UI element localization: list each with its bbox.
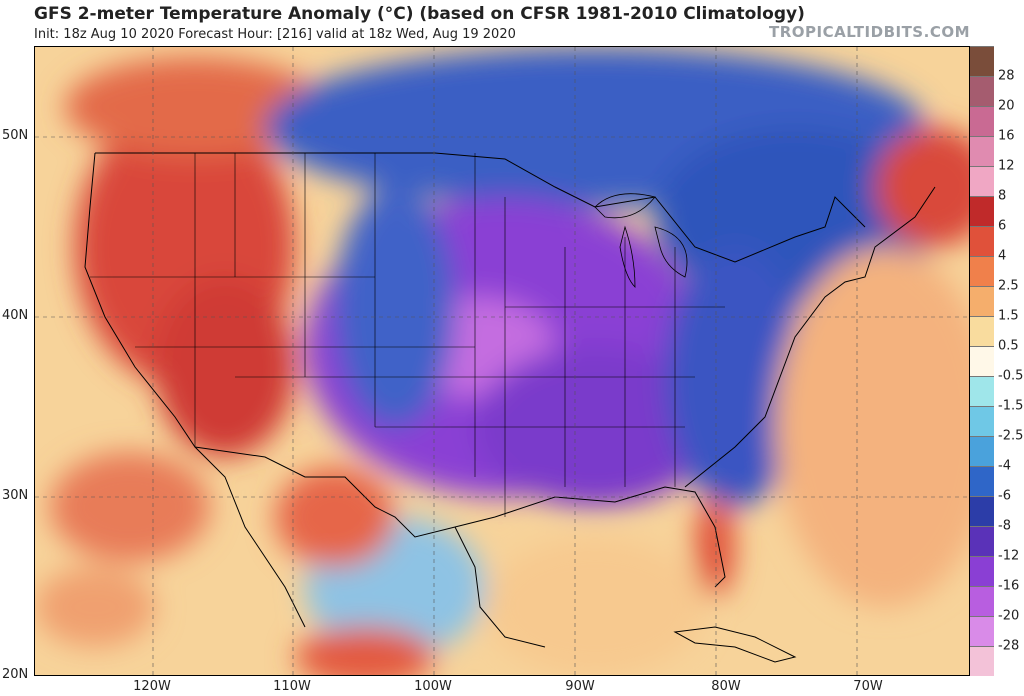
colorbar-label: -6 — [998, 488, 1011, 504]
colorbar-label: -4 — [998, 458, 1011, 474]
colorbar-label: 6 — [998, 218, 1007, 234]
anomaly-field — [35, 47, 969, 675]
colorbar-swatch — [970, 226, 994, 256]
colorbar-label: 2.5 — [998, 278, 1019, 294]
colorbar-label: 20 — [998, 98, 1015, 114]
colorbar-swatch — [970, 616, 994, 646]
colorbar-swatch — [970, 376, 994, 406]
lon-label-90w: 90W — [565, 679, 595, 694]
map-title: GFS 2-meter Temperature Anomaly (°C) (ba… — [34, 4, 805, 24]
west-coastline — [84, 152, 306, 628]
great-lakes — [594, 193, 688, 288]
colorbar-label: -28 — [998, 638, 1020, 654]
colorbar-swatch — [970, 256, 994, 286]
colorbar-label: -20 — [998, 608, 1020, 624]
us-canada-border — [95, 152, 866, 263]
colorbar-swatch — [970, 316, 994, 346]
lat-label-20n: 20N — [2, 667, 29, 682]
site-brand: TROPICALTIDBITS.COM — [769, 23, 970, 41]
us-mexico-border — [194, 446, 496, 538]
colorbar-swatch — [970, 496, 994, 526]
lon-label-100w: 100W — [414, 679, 452, 694]
colorbar-label: 4 — [998, 248, 1007, 264]
colorbar-swatch — [970, 556, 994, 586]
lon-label-70w: 70W — [853, 679, 883, 694]
colorbar-label: 1.5 — [998, 308, 1019, 324]
cuba-outline — [673, 626, 797, 663]
lat-label-30n: 30N — [2, 488, 29, 503]
colorbar-swatch — [970, 46, 994, 76]
colorbar-label: 0.5 — [998, 338, 1019, 354]
colorbar-label: -0.5 — [998, 368, 1024, 384]
colorbar-label: 28 — [998, 68, 1015, 84]
colorbar-swatch — [970, 106, 994, 136]
colorbar-swatch — [970, 76, 994, 106]
anomaly-map — [35, 47, 969, 675]
colorbar-swatch — [970, 286, 994, 316]
colorbar-swatch — [970, 346, 994, 376]
lat-label-40n: 40N — [2, 308, 29, 323]
state-lines-horizontal — [90, 276, 725, 428]
colorbar-label: -16 — [998, 578, 1020, 594]
colorbar-label: -8 — [998, 518, 1011, 534]
colorbar-swatch — [970, 526, 994, 556]
lon-label-110w: 110W — [273, 679, 311, 694]
lon-label-120w: 120W — [133, 679, 171, 694]
colorbar-swatch — [970, 466, 994, 496]
colorbar-label: 8 — [998, 188, 1007, 204]
colorbar-swatch — [970, 586, 994, 616]
colorbar-label: -12 — [998, 548, 1020, 564]
map-subtitle: Init: 18z Aug 10 2020 Forecast Hour: [21… — [34, 27, 516, 42]
colorbar-label: 12 — [998, 158, 1015, 174]
colorbar-label: 16 — [998, 128, 1015, 144]
lat-label-50n: 50N — [2, 128, 29, 143]
colorbar-swatch — [970, 136, 994, 166]
gulf-coastline — [454, 486, 726, 648]
east-coastline — [684, 186, 936, 488]
colorbar-swatch — [970, 166, 994, 196]
colorbar-swatch — [970, 406, 994, 436]
map-panel — [34, 46, 970, 676]
colorbar-swatch — [970, 196, 994, 226]
colorbar-label: -2.5 — [998, 428, 1024, 444]
lon-label-80w: 80W — [711, 679, 741, 694]
colorbar: 28 20 16 12 8 6 4 2.5 1.5 0.5 -0.5 -1.5 -2.5 -4 -6 -8 -1… — [970, 46, 1024, 676]
borders — [84, 152, 936, 663]
colorbar-swatch — [970, 646, 994, 676]
colorbar-label: -1.5 — [998, 398, 1024, 414]
colorbar-swatch — [970, 436, 994, 466]
state-lines — [194, 153, 676, 517]
graticule — [35, 47, 969, 675]
